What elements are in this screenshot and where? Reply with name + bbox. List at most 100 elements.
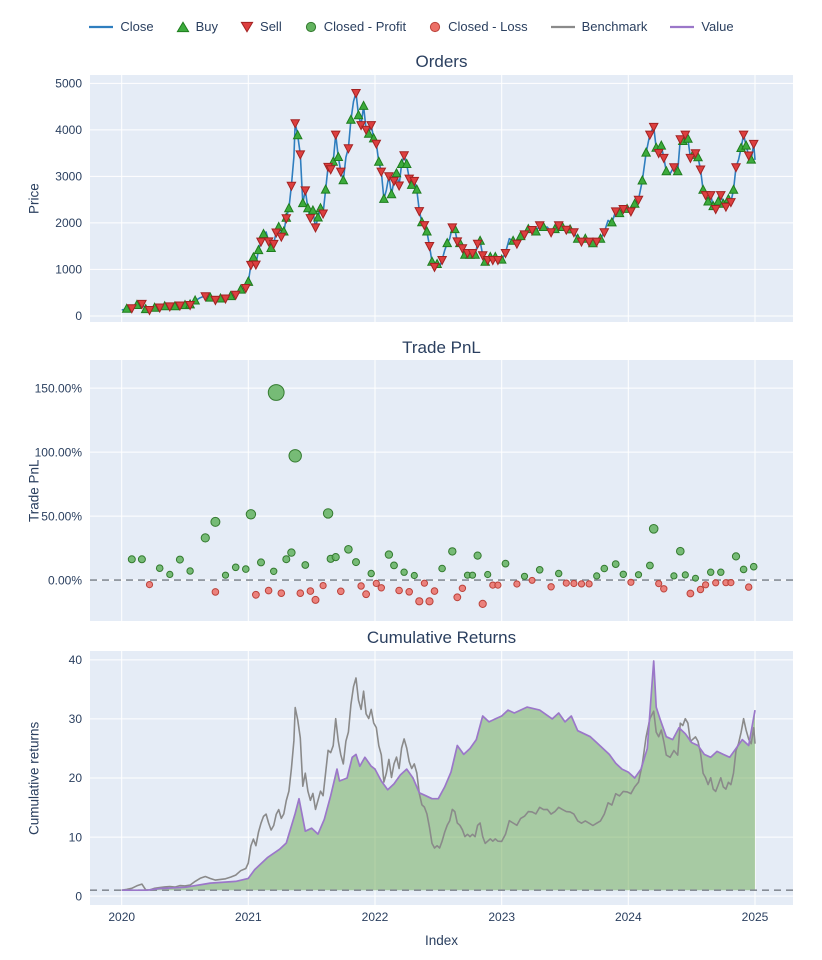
legend-label-value: Value	[701, 19, 734, 34]
closed-profit-dot	[731, 552, 741, 561]
closed-profit-dot	[270, 567, 278, 575]
trade-pnl-dots	[127, 384, 758, 609]
legend-item-closed-loss[interactable]: Closed - Loss	[428, 19, 528, 34]
closed-loss-dot	[430, 587, 439, 595]
benchmark-line	[121, 677, 756, 891]
closed-loss-dot	[585, 580, 593, 588]
closed-profit-dot	[137, 555, 146, 564]
closed-profit-dot	[242, 565, 250, 573]
closed-profit-dot	[468, 571, 477, 579]
closed-loss-dot	[306, 587, 315, 595]
x-tick-label: 2020	[108, 910, 135, 924]
closed-profit-dot	[670, 572, 678, 580]
y-tick-label: 30	[69, 712, 83, 726]
closed-loss-dot	[727, 579, 735, 587]
closed-profit-dot	[410, 571, 418, 580]
closed-profit-dot	[155, 564, 164, 573]
legend-item-sell[interactable]: Sell	[240, 19, 282, 34]
closed-profit-dot	[648, 524, 659, 534]
x-tick-label: 2022	[362, 910, 389, 924]
closed-profit-dot	[438, 564, 446, 573]
y-tick-label: 0	[75, 309, 82, 323]
closed-profit-dot	[186, 567, 194, 575]
closed-loss-dot	[478, 599, 487, 609]
legend-label-sell: Sell	[260, 19, 282, 34]
legend-label-close: Close	[120, 19, 154, 34]
y-tick-label: 100.00%	[35, 445, 83, 459]
closed-loss-dot	[745, 583, 753, 591]
closed-loss-dot	[277, 589, 286, 598]
closed-loss-dot	[319, 582, 327, 590]
closed-loss-dot	[405, 588, 414, 596]
y-tick-label: 20	[69, 771, 83, 785]
closed-loss-dot	[547, 583, 555, 591]
closed-loss-dot	[453, 593, 462, 602]
legend-label-benchmark: Benchmark	[581, 19, 648, 34]
closed-loss-dot	[513, 580, 521, 588]
value-swatch-icon	[669, 21, 695, 33]
closed-profit-dot	[175, 555, 184, 564]
y-tick-label: 3000	[55, 170, 82, 184]
closed-loss-dot	[712, 579, 720, 587]
close-swatch-icon	[88, 21, 114, 33]
trade-pnl-title: Trade PnL	[402, 338, 481, 357]
closed-loss-dot	[415, 597, 424, 606]
closed-profit-dot	[282, 555, 291, 564]
closed-loss-swatch-icon	[428, 21, 442, 33]
closed-profit-dot	[400, 568, 408, 576]
trade-pnl-axis-label: Trade PnL	[26, 459, 42, 522]
y-tick-label: 150.00%	[35, 381, 83, 395]
closed-profit-dot	[221, 571, 230, 579]
closed-profit-dot	[344, 545, 353, 554]
closed-profit-dot	[448, 547, 457, 556]
closed-profit-dot	[267, 384, 285, 401]
plot-area-1[interactable]	[90, 360, 793, 621]
legend-item-value[interactable]: Value	[669, 19, 734, 34]
y-tick-label: 0	[75, 889, 82, 903]
legend: Close Buy Sell Closed - Profit Closed - Loss…	[0, 19, 822, 34]
closed-profit-dot	[646, 561, 654, 570]
closed-profit-dot	[692, 574, 699, 582]
x-tick-label: 2023	[488, 910, 515, 924]
closed-loss-dot	[425, 597, 434, 606]
closed-loss-dot	[577, 580, 586, 588]
x-tick-label: 2021	[235, 910, 262, 924]
closed-profit-dot	[484, 570, 492, 579]
cumulative-returns-title: Cumulative Returns	[366, 628, 517, 647]
index-axis-label: Index	[424, 933, 459, 948]
y-tick-label: 2000	[55, 216, 82, 230]
benchmark-swatch-icon	[550, 21, 576, 33]
closed-profit-dot	[749, 562, 758, 571]
closed-loss-dot	[145, 581, 154, 589]
closed-loss-dot	[702, 581, 710, 589]
y-tick-label: 40	[69, 653, 83, 667]
closed-loss-dot	[696, 585, 705, 594]
closed-loss-dot	[377, 584, 385, 592]
price-axis-label: Price	[26, 183, 42, 214]
cumulative-returns-axis-label: Cumulative returns	[26, 721, 42, 835]
sell-markers	[126, 89, 759, 316]
closed-loss-dot	[264, 586, 273, 595]
y-tick-label: 5000	[55, 77, 82, 91]
legend-item-buy[interactable]: Buy	[176, 19, 218, 34]
legend-item-close[interactable]: Close	[88, 19, 154, 34]
closed-profit-dot	[166, 570, 174, 579]
closed-loss-dot	[660, 585, 668, 593]
closed-profit-dot	[707, 568, 715, 576]
closed-profit-dot	[634, 571, 643, 579]
closed-profit-dot	[390, 561, 398, 570]
legend-item-closed-profit[interactable]: Closed - Profit	[304, 19, 406, 34]
plot-area-0[interactable]	[90, 75, 793, 322]
closed-loss-dot	[627, 578, 635, 586]
closed-loss-dot	[296, 589, 305, 598]
closed-profit-dot	[593, 572, 601, 580]
closed-profit-dot	[473, 551, 482, 560]
legend-item-benchmark[interactable]: Benchmark	[550, 19, 648, 34]
closed-profit-dot	[555, 569, 563, 578]
closed-profit-dot	[331, 553, 340, 562]
closed-loss-dot	[395, 586, 403, 595]
closed-loss-dot	[211, 588, 220, 596]
y-tick-label: 4000	[55, 123, 82, 137]
closed-loss-dot	[494, 581, 502, 589]
